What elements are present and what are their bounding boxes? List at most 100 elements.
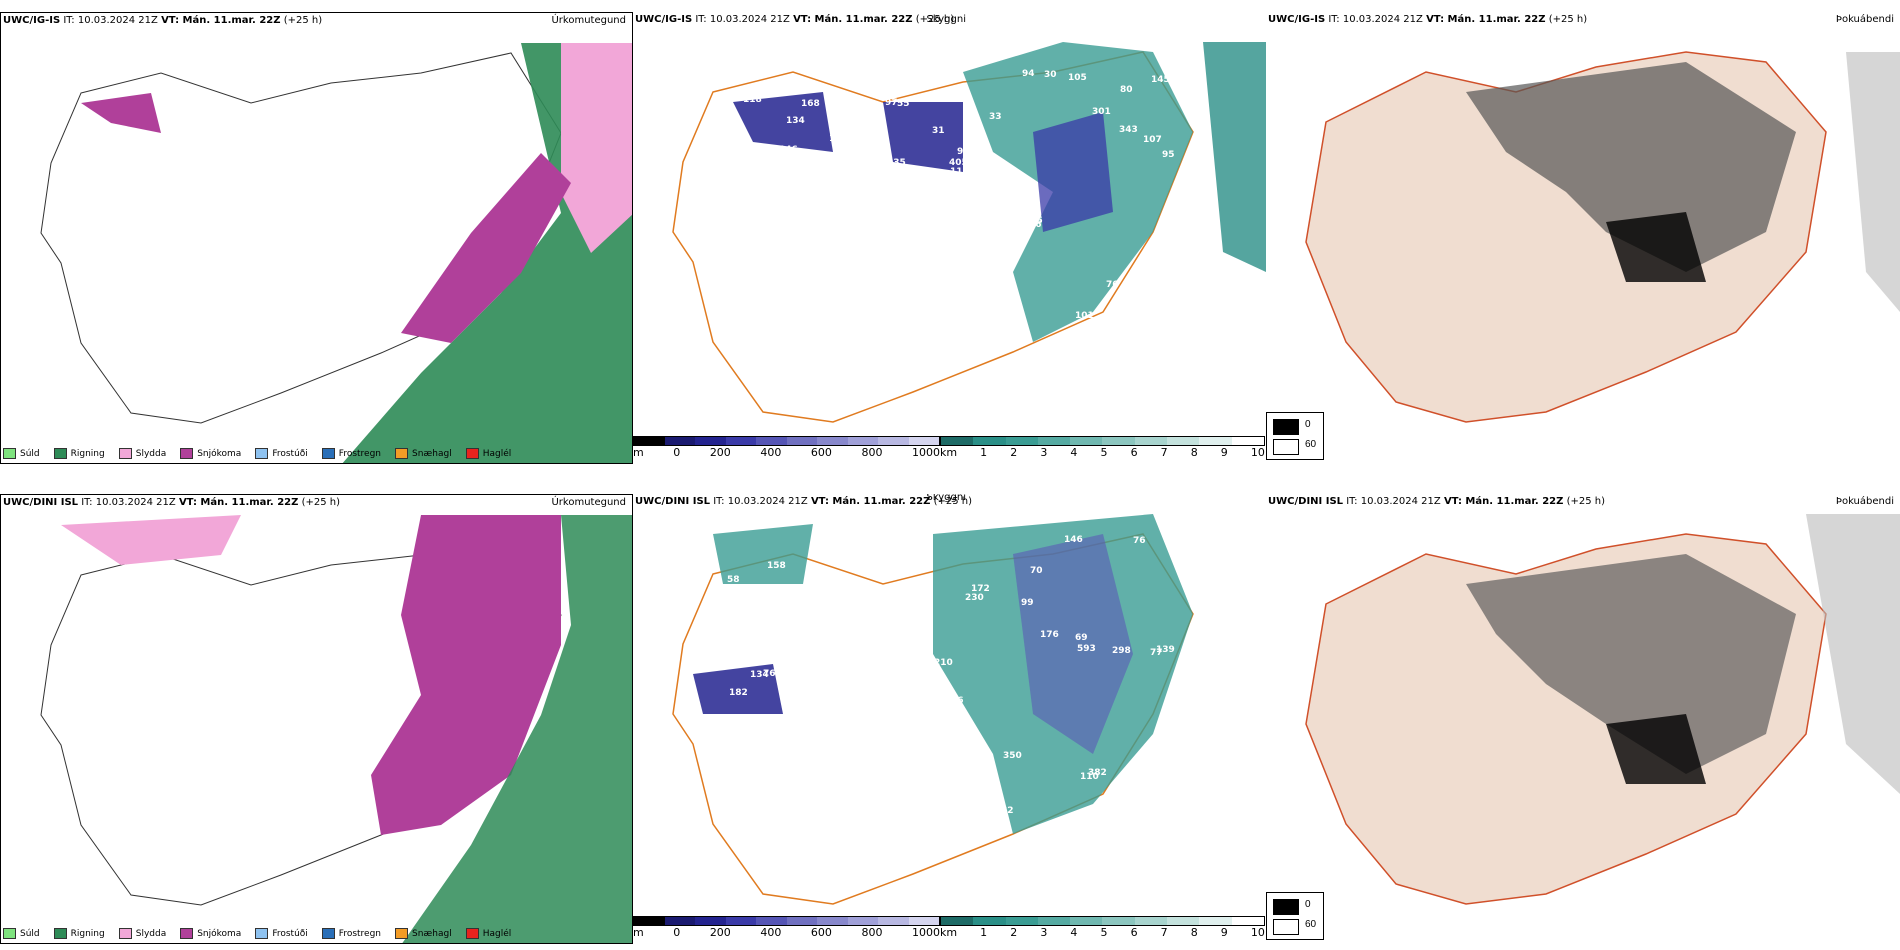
visibility-value-label: 350 (1003, 751, 1022, 761)
visibility-value-label: 78 (790, 287, 803, 297)
visibility-value-label: 193 (711, 739, 730, 749)
visibility-value-label: 134 (786, 116, 805, 126)
visibility-value-label: 94 (1022, 69, 1035, 79)
visibility-value-label: 164 (912, 560, 931, 570)
visibility-value-label: 134 (735, 745, 754, 755)
fog-dark-label: 0 (1305, 899, 1311, 910)
legend-item: Súld (3, 448, 40, 459)
visibility-value-label: 99 (1112, 312, 1125, 322)
visibility-value-label: 69 (873, 190, 886, 200)
visibility-value-label: 958 (718, 327, 737, 337)
visibility-value-label: 245 (803, 308, 822, 318)
visibility-value-label: 76 (717, 299, 730, 309)
visibility-value-label: 207 (890, 283, 909, 293)
visibility-value-label: 138 (841, 543, 860, 553)
visibility-value-label: 105 (1068, 73, 1087, 83)
visibility-value-label: 244 (800, 725, 819, 735)
tick-label: 8 (1190, 446, 1198, 459)
legend-item: Frostregn (321, 928, 381, 939)
visibility-value-label: 80 (1120, 85, 1133, 95)
tick-label: 200 (709, 926, 731, 939)
visibility-value-label: 176 (1040, 630, 1059, 640)
tick-label: 0 (673, 446, 681, 459)
panel-field-title: Skyggni (926, 494, 966, 503)
elev-unit: m (633, 446, 644, 459)
visibility-value-label: 151 (738, 261, 757, 271)
tick-label: 5 (1100, 446, 1108, 459)
visibility-value-label: 354 (770, 742, 789, 752)
visibility-value-label: 83 (751, 255, 764, 265)
visibility-value-label: 68 (804, 253, 817, 263)
elevation-colorbar-row2: m 0 200 400 600 800 1000 (633, 916, 940, 940)
visibility-value-label: 382 (1088, 768, 1107, 778)
visibility-value-label: 95 (1162, 150, 1175, 160)
visibility-value-label: 593 (1077, 644, 1096, 654)
panel-field-title: Skyggni (926, 14, 966, 25)
panel-title: UWC/DINI ISL IT: 10.03.2024 21Z VT: Mán.… (635, 496, 972, 507)
visibility-value-label: 110 (758, 640, 777, 650)
visibility-value-label: 145 (1024, 216, 1043, 226)
legend-item: Snæhagl (395, 448, 452, 459)
visibility-colorbar-row1: km 1 2 3 4 5 6 7 8 9 10 (940, 436, 1265, 460)
visibility-value-label: 852 (758, 331, 777, 341)
legend-item: Rigning (53, 448, 105, 459)
precip-legend: Súld Rigning Slydda Snjókoma Frostúði Fr… (3, 448, 511, 459)
tick-label: 800 (861, 926, 883, 939)
visibility-value-label: 101 (1075, 311, 1094, 321)
fog-map (1305, 51, 1900, 423)
visibility-value-label: 112 (894, 683, 913, 693)
visibility-value-label: 230 (965, 593, 984, 603)
visibility-value-label: 97 (885, 98, 898, 108)
visibility-panel-row1: 99 43 80 69 33 80 97 31 83 70 76 78 55 96 76 118 231 95 28… (633, 12, 1266, 464)
visibility-value-label: 168 (801, 99, 820, 109)
visibility-value-label: 298 (1112, 646, 1131, 656)
tick-label: 7 (1160, 446, 1168, 459)
visibility-value-label: 118 (743, 95, 762, 105)
visibility-value-label: 70 (842, 132, 855, 142)
visibility-value-label: 102 (957, 815, 976, 825)
tick-label: 3 (1040, 446, 1048, 459)
visibility-value-label: 82 (1001, 806, 1014, 816)
visibility-value-label: 158 (767, 561, 786, 571)
legend-item: Rigning (53, 928, 105, 939)
visibility-value-label: 663 (900, 648, 919, 658)
tick-label: 4 (1070, 446, 1078, 459)
visibility-value-label: 104 (1005, 233, 1024, 243)
visibility-value-label: 301 (1092, 107, 1111, 117)
tick-label: 1000 (912, 926, 940, 939)
visibility-map (672, 42, 1266, 423)
visibility-value-label: 76 (1029, 220, 1042, 230)
visibility-value-label: 99 (1021, 598, 1034, 608)
visibility-value-label: 172 (971, 584, 990, 594)
tick-label: 0 (673, 926, 681, 939)
visibility-value-label: 80 (756, 321, 769, 331)
legend-item: Haglél (465, 928, 511, 939)
legend-item: Frostregn (321, 448, 381, 459)
visibility-value-label: 68 (849, 815, 862, 825)
tick-label: 200 (709, 446, 731, 459)
fog-light-label: 60 (1305, 919, 1317, 930)
visibility-value-label: 110 (1080, 772, 1099, 782)
visibility-value-label: 166 (743, 801, 762, 811)
panel-title: UWC/IG-IS IT: 10.03.2024 21Z VT: Mán. 11… (635, 14, 955, 25)
visibility-value-label: 457 (875, 640, 894, 650)
visibility-value-label: 220 (882, 174, 901, 184)
tick-label: 9 (1220, 446, 1228, 459)
panel-title: UWC/IG-IS IT: 10.03.2024 21Z VT: Mán. 11… (1268, 14, 1588, 25)
visibility-value-label: 31 (932, 126, 945, 136)
precip-panel-row2: UWC/DINI ISL IT: 10.03.2024 21Z VT: Mán.… (0, 494, 633, 944)
visibility-value-label: 210 (934, 658, 953, 668)
legend-item: Snjókoma (180, 448, 241, 459)
visibility-value-label: 239 (882, 274, 901, 284)
precip-map (40, 43, 632, 463)
tick-label: 800 (861, 446, 883, 459)
tick-label: 1000 (912, 446, 940, 459)
visibility-value-label: 69 (1075, 633, 1088, 643)
visibility-value-label: 285 (741, 627, 760, 637)
visibility-value-label: 84 (809, 172, 822, 182)
visibility-value-label: 173 (984, 283, 1003, 293)
visibility-value-label: 176 (968, 814, 987, 824)
legend-item: Slydda (118, 448, 166, 459)
visibility-value-label: 77 (1150, 648, 1163, 658)
visibility-value-label: 162 (747, 788, 766, 798)
